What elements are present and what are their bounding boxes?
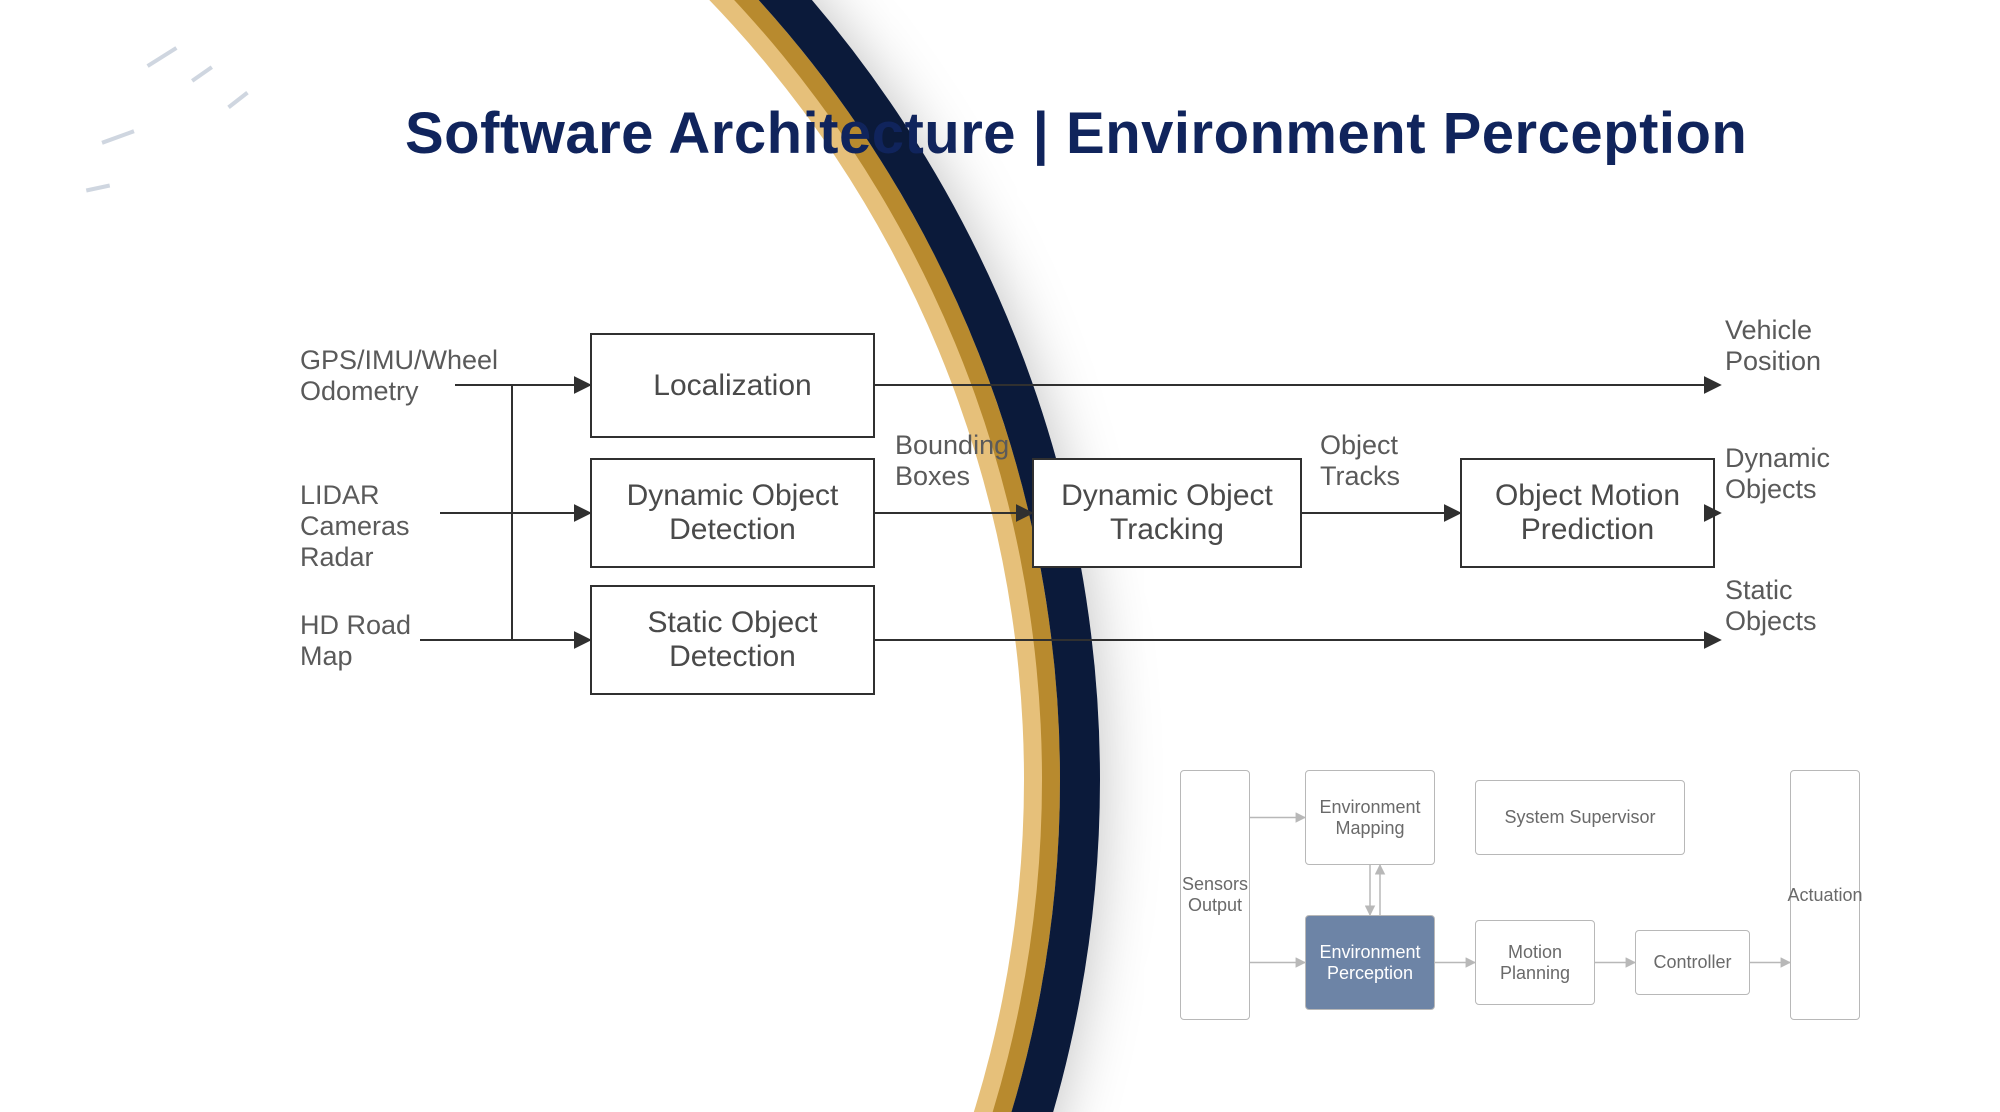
slide-title: Software Architecture | Environment Perc… (405, 100, 1747, 167)
input-label: HD Road Map (300, 610, 411, 672)
mini-block-env_perc: Environment Perception (1305, 915, 1435, 1010)
output-label: Vehicle Position (1725, 315, 1821, 377)
block-motion_pred: Object Motion Prediction (1460, 458, 1715, 568)
mini-block-motion: Motion Planning (1475, 920, 1595, 1005)
mini-block-supervisor: System Supervisor (1475, 780, 1685, 855)
input-label: LIDAR Cameras Radar (300, 480, 410, 573)
mini-block-sensors: Sensors Output (1180, 770, 1250, 1020)
mini-block-env_map: Environment Mapping (1305, 770, 1435, 865)
block-dyn_detect: Dynamic Object Detection (590, 458, 875, 568)
mini-block-actuation: Actuation (1790, 770, 1860, 1020)
mini-block-controller: Controller (1635, 930, 1750, 995)
output-label: Static Objects (1725, 575, 1817, 637)
edge-label-bounding: Bounding Boxes (895, 430, 1009, 492)
slide: Software Architecture | Environment Perc… (0, 0, 2000, 1112)
output-label: Dynamic Objects (1725, 443, 1830, 505)
block-stat_detect: Static Object Detection (590, 585, 875, 695)
edge-label-tracks: Object Tracks (1320, 430, 1400, 492)
overview-mini-diagram: Sensors Output Environment Mapping System … (1180, 760, 1860, 1040)
input-label: GPS/IMU/Wheel Odometry (300, 345, 498, 407)
block-localization: Localization (590, 333, 875, 438)
block-dyn_track: Dynamic Object Tracking (1032, 458, 1302, 568)
